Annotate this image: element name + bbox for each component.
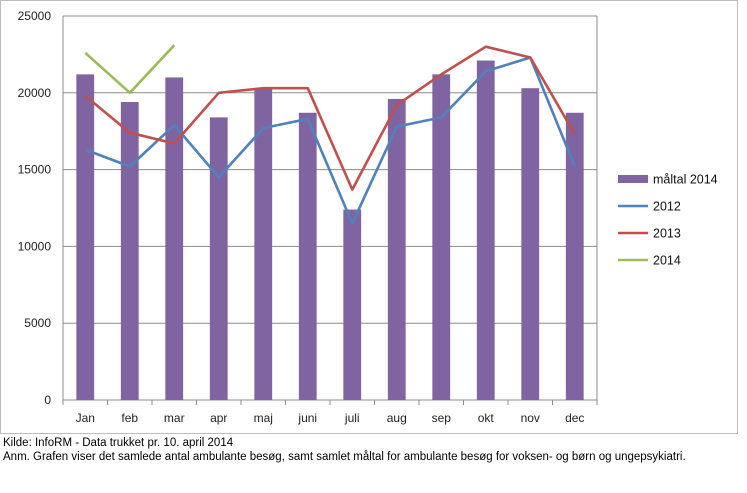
legend-label-2014: 2014 bbox=[653, 254, 681, 268]
legend-swatch-måltal 2014 bbox=[618, 175, 648, 183]
y-tick-label: 10000 bbox=[18, 239, 52, 253]
legend-label-måltal 2014: måltal 2014 bbox=[653, 173, 718, 187]
source-note: Kilde: InfoRM - Data trukket pr. 10. apr… bbox=[3, 437, 234, 449]
x-tick-label: nov bbox=[521, 411, 540, 425]
legend-label-2013: 2013 bbox=[653, 227, 681, 241]
x-tick-label: mar bbox=[164, 411, 185, 425]
y-tick-label: 5000 bbox=[24, 316, 51, 330]
line-series-2014 bbox=[84, 44, 176, 95]
bar-sep bbox=[432, 74, 451, 401]
bar-nov bbox=[521, 88, 540, 400]
bar-okt bbox=[476, 60, 495, 400]
legend: måltal 2014 2012 2013 2014 bbox=[618, 173, 718, 268]
bar-maj bbox=[254, 88, 273, 400]
x-tick-label: juni bbox=[297, 411, 317, 425]
bar-juni bbox=[298, 112, 317, 400]
line-series-2013 bbox=[84, 45, 576, 191]
x-tick-label: maj bbox=[254, 411, 273, 425]
chart-notes: Kilde: InfoRM - Data trukket pr. 10. apr… bbox=[3, 436, 743, 464]
bar-dec bbox=[565, 112, 584, 400]
bar-feb bbox=[120, 102, 139, 401]
y-tick-label: 0 bbox=[44, 393, 51, 407]
bar-Jan bbox=[76, 74, 95, 401]
ambulant-visits-chart: 0 5000 10000 15000 20000 25000 Jan feb mar apr ma… bbox=[18, 9, 718, 425]
x-tick-label: dec bbox=[565, 411, 584, 425]
x-axis: Jan feb mar apr maj juni juli aug sep okt nov dec bbox=[62, 400, 598, 425]
x-tick-label: Jan bbox=[76, 411, 95, 425]
y-tick-label: 25000 bbox=[18, 9, 52, 23]
bar-mar bbox=[165, 77, 184, 400]
x-tick-label: feb bbox=[121, 411, 138, 425]
line-series bbox=[84, 44, 577, 225]
grid-lines bbox=[63, 15, 598, 401]
bar-aug bbox=[387, 98, 406, 400]
legend-label-2012: 2012 bbox=[653, 200, 681, 214]
y-tick-label: 20000 bbox=[18, 86, 52, 100]
line-series-2012 bbox=[84, 56, 577, 225]
remark-note: Anm. Grafen viser det samlede antal ambu… bbox=[3, 451, 686, 463]
bar-series bbox=[76, 60, 584, 401]
x-tick-label: juli bbox=[344, 411, 360, 425]
x-tick-label: aug bbox=[387, 411, 407, 425]
bar-juli bbox=[343, 209, 362, 400]
bar-apr bbox=[209, 117, 228, 400]
y-axis: 0 5000 10000 15000 20000 25000 bbox=[18, 9, 64, 407]
y-tick-label: 15000 bbox=[18, 163, 52, 177]
x-tick-label: apr bbox=[210, 411, 227, 425]
x-tick-label: sep bbox=[432, 411, 452, 425]
x-tick-label: okt bbox=[478, 411, 495, 425]
